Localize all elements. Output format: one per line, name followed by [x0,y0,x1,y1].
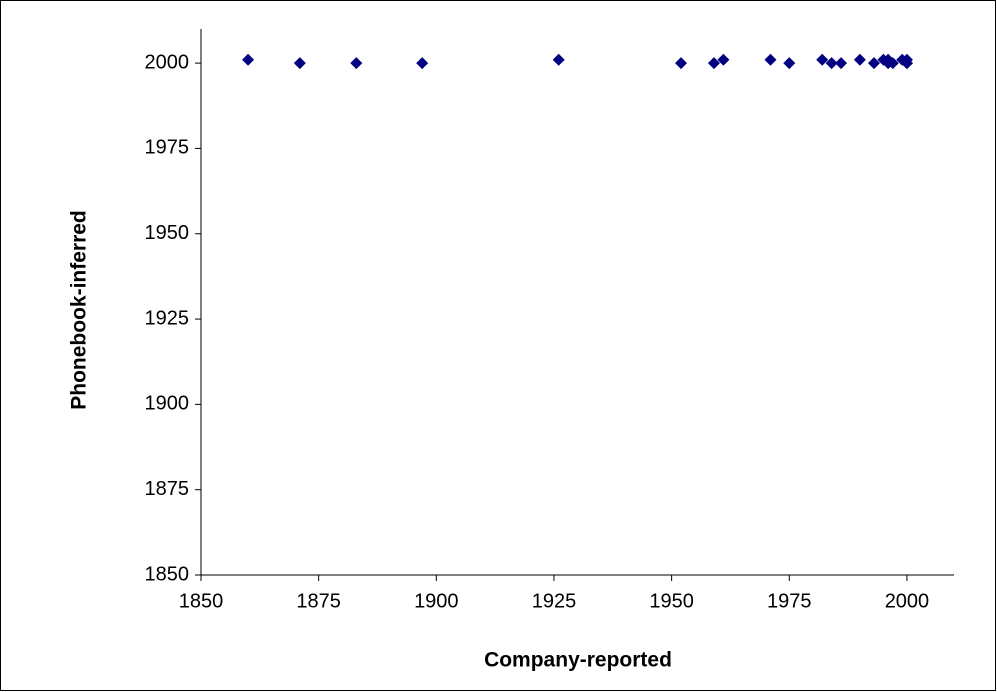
data-point [764,53,777,66]
data-point [707,57,720,70]
y-tick-label: 1850 [145,563,190,585]
y-tick-label: 2000 [145,51,190,73]
y-axis-title: Phonebook-inferred [68,210,91,410]
data-point [825,57,838,70]
y-tick-label: 1975 [145,137,190,159]
x-tick-label: 1900 [414,590,459,612]
data-point [675,57,688,70]
data-point [816,53,829,66]
x-tick-label: 1975 [767,590,812,612]
x-axis-title: Company-reported [484,649,672,672]
data-point [717,53,730,66]
y-tick-label: 1875 [145,478,190,500]
data-point [900,57,913,70]
x-tick-label: 1925 [532,590,577,612]
y-tick-label: 1925 [145,307,190,329]
data-point [293,57,306,70]
data-point [867,57,880,70]
data-point [835,57,848,70]
data-point [242,53,255,66]
y-tick-label: 1900 [145,393,190,415]
x-tick-label: 1950 [649,590,694,612]
x-tick-label: 1850 [179,590,224,612]
data-point [552,53,565,66]
data-point [783,57,796,70]
x-tick-label: 2000 [885,590,930,612]
y-tick-label: 1950 [145,222,190,244]
data-point [886,57,899,70]
data-point [350,57,363,70]
x-tick-label: 1875 [296,590,341,612]
data-point [853,53,866,66]
data-point [416,57,429,70]
